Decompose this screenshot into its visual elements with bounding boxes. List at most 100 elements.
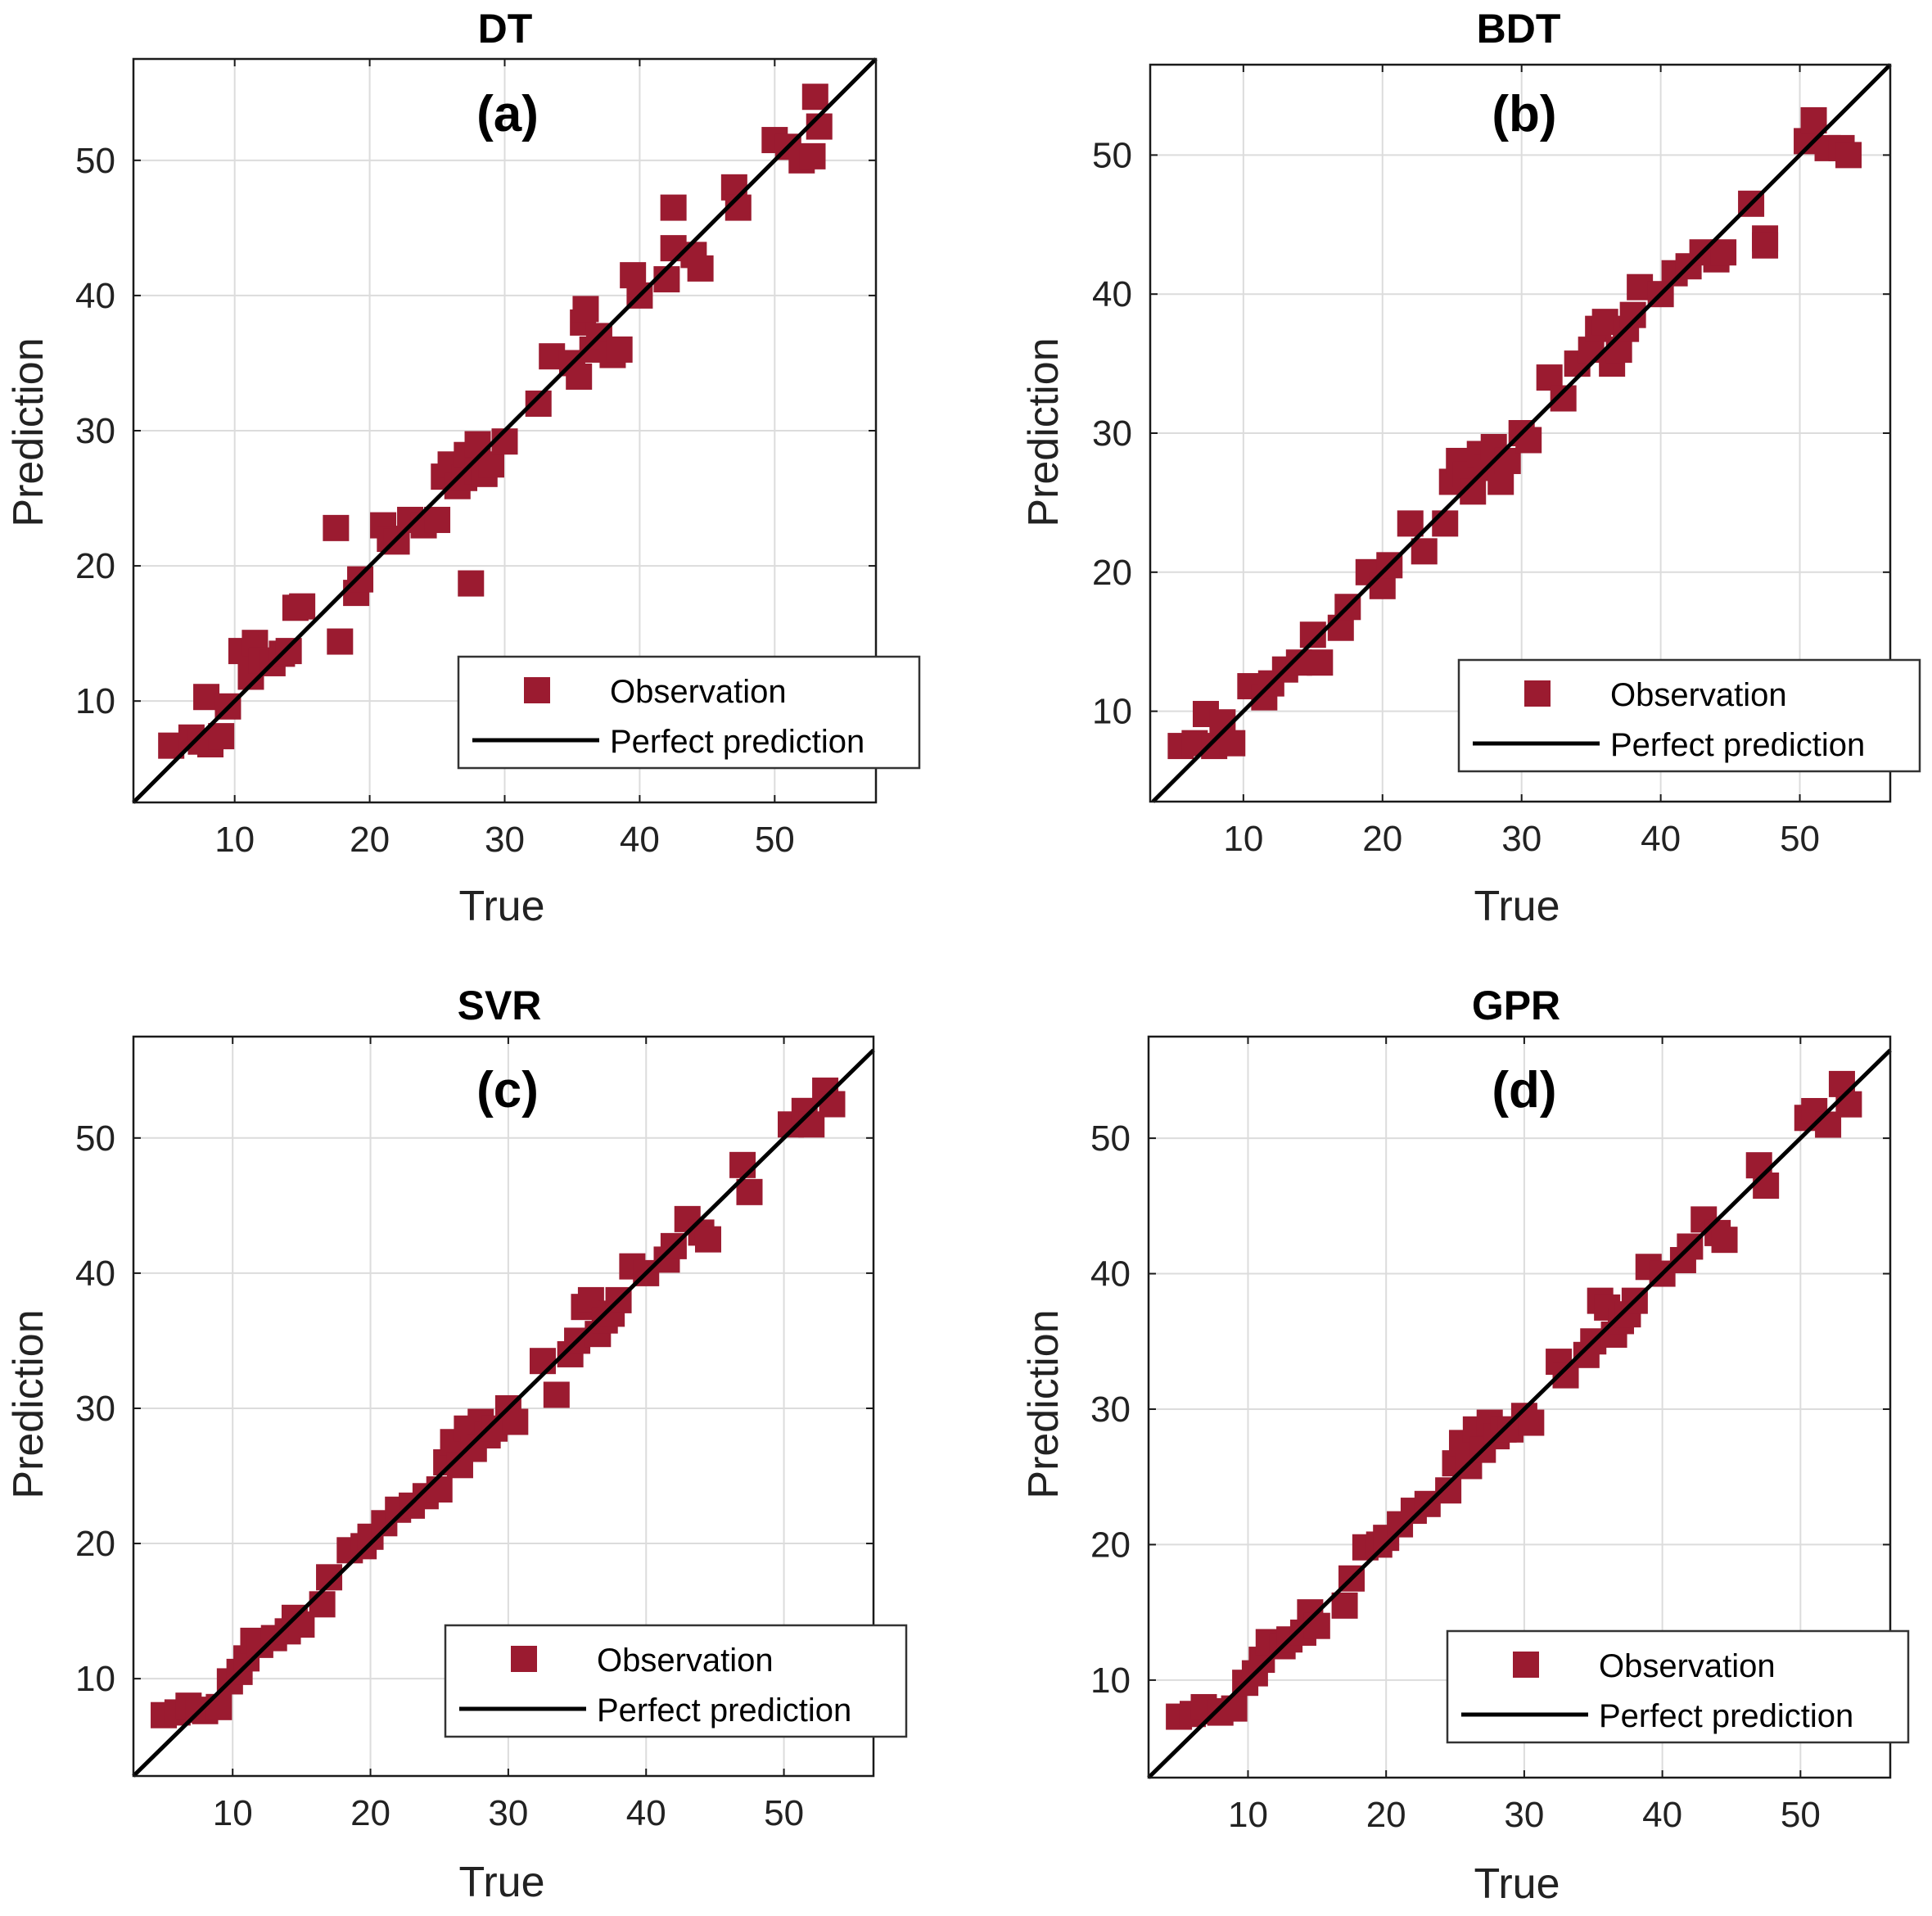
- x-tick-label: 10: [213, 1793, 253, 1833]
- x-tick-label: 20: [350, 820, 390, 860]
- observation-point: [1835, 1091, 1862, 1118]
- observation-point: [572, 296, 599, 323]
- legend-marker-swatch: [1524, 680, 1551, 707]
- observation-point: [1711, 1227, 1738, 1254]
- y-tick-label: 40: [1090, 1254, 1131, 1295]
- panel-title: SVR: [458, 983, 542, 1028]
- legend-marker-swatch: [1513, 1652, 1539, 1678]
- axes-box: [132, 1035, 875, 1778]
- legend-item-observation: Observation: [610, 674, 787, 710]
- x-tick-label: 20: [350, 1793, 390, 1833]
- y-tick-label: 20: [75, 1524, 115, 1564]
- perfect-prediction-line: [132, 1048, 875, 1778]
- observation-point: [529, 1348, 556, 1375]
- legend-marker-swatch: [511, 1646, 537, 1672]
- y-tick-label: 20: [1092, 553, 1132, 593]
- observation-point: [694, 1226, 721, 1253]
- y-tick-label: 50: [75, 141, 115, 181]
- panel-label: (b): [1492, 86, 1556, 142]
- x-tick-label: 30: [1504, 1795, 1544, 1835]
- x-tick-label: 50: [1781, 1795, 1821, 1835]
- panel-title: BDT: [1477, 6, 1561, 52]
- y-tick-label: 30: [75, 411, 115, 451]
- y-tick-label: 20: [75, 546, 115, 586]
- observation-point: [275, 638, 302, 665]
- observation-point: [347, 566, 374, 593]
- panel-title: DT: [478, 6, 533, 52]
- x-axis-label: True: [1474, 883, 1560, 930]
- observation-point: [289, 593, 316, 620]
- perfect-prediction-line: [1147, 1048, 1892, 1779]
- panel-label: (d): [1492, 1062, 1556, 1118]
- legend: Observation Perfect prediction: [1457, 658, 1921, 773]
- x-tick-label: 40: [626, 1793, 666, 1833]
- observation-point: [543, 1381, 570, 1408]
- legend-item-observation: Observation: [597, 1643, 774, 1679]
- observation-point: [801, 84, 828, 111]
- y-tick-label: 30: [1092, 413, 1132, 454]
- y-tick-label: 50: [75, 1118, 115, 1159]
- x-axis-label: True: [459, 883, 545, 930]
- observation-point: [309, 1591, 336, 1618]
- perfect-prediction-line: [132, 57, 878, 804]
- observation-point: [502, 1408, 529, 1435]
- y-tick-label: 50: [1090, 1118, 1131, 1159]
- legend-box: [457, 655, 921, 770]
- panel-dt: DT 10 20 30 40 50 10 20 30 40 50 (a) True Predict…: [5, 6, 921, 930]
- observation-point: [327, 628, 354, 655]
- y-tick-label: 40: [75, 276, 115, 316]
- x-tick-label: 40: [1641, 819, 1681, 859]
- panel-title: GPR: [1472, 983, 1560, 1028]
- x-tick-label: 20: [1362, 819, 1402, 859]
- y-axis-label: Prediction: [1020, 337, 1068, 526]
- observation-point: [424, 506, 451, 533]
- x-tick-label: 30: [485, 820, 525, 860]
- legend-box: [1446, 1629, 1910, 1744]
- observation-point: [426, 1476, 453, 1503]
- observation-point: [1432, 510, 1459, 537]
- axes-box: [1147, 1035, 1892, 1779]
- perfect-prediction-line: [1151, 63, 1892, 803]
- y-axis-label: Prediction: [1020, 1309, 1068, 1498]
- y-axis-label: Prediction: [5, 337, 52, 526]
- x-tick-label: 20: [1366, 1795, 1406, 1835]
- observation-point: [799, 142, 826, 169]
- legend: Observation Perfect prediction: [1446, 1629, 1910, 1744]
- x-tick-label: 50: [755, 820, 795, 860]
- observation-point: [1303, 1612, 1330, 1639]
- observation-point: [1219, 730, 1246, 757]
- legend-item-observation: Observation: [1599, 1648, 1776, 1684]
- y-tick-label: 20: [1090, 1525, 1131, 1565]
- legend: Observation Perfect prediction: [444, 1624, 908, 1738]
- x-axis-label: True: [1474, 1860, 1560, 1908]
- y-tick-label: 10: [75, 1659, 115, 1699]
- x-tick-label: 10: [214, 820, 255, 860]
- observation-point: [323, 514, 350, 541]
- observation-point: [208, 723, 235, 750]
- y-tick-label: 10: [75, 681, 115, 721]
- y-tick-label: 10: [1090, 1661, 1131, 1701]
- axes-box: [132, 57, 878, 804]
- legend-box: [444, 1624, 908, 1738]
- legend-item-perfect-prediction: Perfect prediction: [597, 1692, 851, 1728]
- y-tick-label: 10: [1092, 692, 1132, 732]
- y-tick-label: 30: [1090, 1390, 1131, 1430]
- observation-point: [1515, 427, 1542, 454]
- observation-point: [1411, 538, 1438, 565]
- y-tick-label: 50: [1092, 135, 1132, 175]
- legend-marker-swatch: [524, 677, 550, 703]
- panel-gpr: GPR 10 20 30 40 50 10 20 30 40 50 (d) True Predic…: [1020, 983, 1910, 1908]
- panel-label: (c): [476, 1062, 539, 1118]
- legend-item-perfect-prediction: Perfect prediction: [1610, 727, 1865, 763]
- x-tick-label: 10: [1223, 819, 1263, 859]
- observation-point: [1331, 1592, 1358, 1619]
- x-tick-label: 30: [1501, 819, 1542, 859]
- legend: Observation Perfect prediction: [457, 655, 921, 770]
- observation-point: [1835, 142, 1862, 169]
- x-tick-label: 10: [1228, 1795, 1268, 1835]
- x-tick-label: 40: [620, 820, 660, 860]
- observation-point: [1753, 1172, 1780, 1199]
- observation-point: [660, 194, 687, 221]
- observation-point: [606, 336, 633, 363]
- legend-item-perfect-prediction: Perfect prediction: [610, 724, 864, 760]
